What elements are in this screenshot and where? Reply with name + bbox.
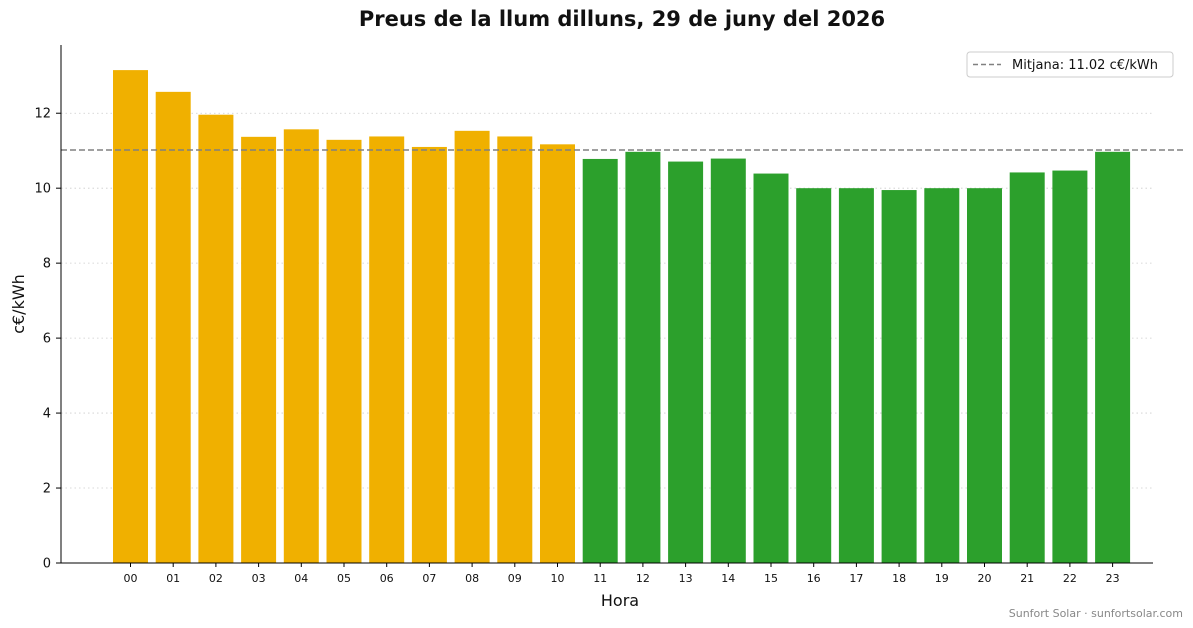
y-tick-label: 12 [34,107,51,122]
bar-hour-16 [796,188,832,563]
bar-hour-15 [753,173,789,563]
bars [113,70,1131,564]
x-tick-label: 00 [124,572,138,585]
x-tick-label: 07 [422,572,436,585]
bar-hour-02 [198,114,234,563]
bar-hour-23 [1095,151,1131,564]
x-tick-label: 10 [551,572,565,585]
axes [60,45,1153,564]
x-tick-label: 06 [380,572,394,585]
bar-hour-05 [326,139,362,564]
y-tick-label: 6 [43,332,51,347]
bar-hour-12 [625,151,661,564]
y-axis-label: c€/kWh [9,274,28,334]
bar-hour-01 [155,91,191,563]
bar-hour-18 [881,190,917,563]
y-ticks: 0 2 4 6 8 10 12 [34,107,61,572]
x-tick-label: 09 [508,572,522,585]
chart-title: Preus de la llum dilluns, 29 de juny del… [359,7,885,31]
x-tick-label: 02 [209,572,223,585]
x-tick-label: 08 [465,572,479,585]
bar-hour-10 [540,144,575,563]
x-ticks: 00 01 02 03 04 05 06 07 08 09 10 11 12 13 14 15 16 17 18 19… [124,563,1120,585]
bar-hour-20 [967,188,1002,563]
bar-hour-11 [582,158,618,563]
x-axis-label: Hora [601,591,639,610]
y-tick-label: 8 [43,257,51,272]
x-tick-label: 21 [1020,572,1034,585]
x-tick-label: 01 [166,572,180,585]
bar-hour-09 [497,136,533,563]
y-tick-label: 2 [43,482,51,497]
x-tick-label: 11 [593,572,607,585]
x-tick-label: 14 [721,572,735,585]
x-tick-label: 18 [892,572,906,585]
legend: Mitjana: 11.02 c€/kWh [966,51,1174,78]
x-tick-label: 17 [849,572,863,585]
bar-hour-21 [1009,172,1045,564]
y-tick-label: 0 [43,557,51,572]
x-tick-label: 03 [252,572,266,585]
x-tick-label: 04 [294,572,308,585]
y-tick-label: 4 [43,407,51,422]
bar-hour-03 [241,136,277,563]
x-tick-label: 16 [807,572,821,585]
x-tick-label: 19 [935,572,949,585]
x-tick-label: 13 [679,572,693,585]
bar-hour-04 [283,129,319,564]
bar-hour-19 [924,188,960,563]
x-tick-label: 05 [337,572,351,585]
bar-hour-22 [1052,170,1088,563]
legend-box [966,51,1174,78]
y-tick-label: 10 [34,182,51,197]
x-tick-label: 20 [978,572,992,585]
legend-label: Mitjana: 11.02 c€/kWh [1012,58,1158,73]
footer-credit: Sunfort Solar · sunfortsolar.com [1008,607,1183,620]
bar-hour-17 [838,188,874,563]
x-tick-label: 22 [1063,572,1077,585]
bar-hour-13 [668,161,704,564]
bar-hour-14 [710,158,746,563]
x-tick-label: 12 [636,572,650,585]
bar-hour-08 [454,130,490,564]
x-tick-label: 15 [764,572,778,585]
x-tick-label: 23 [1106,572,1120,585]
bar-hour-07 [411,146,447,563]
bar-hour-00 [113,70,148,563]
bar-hour-06 [369,136,405,563]
